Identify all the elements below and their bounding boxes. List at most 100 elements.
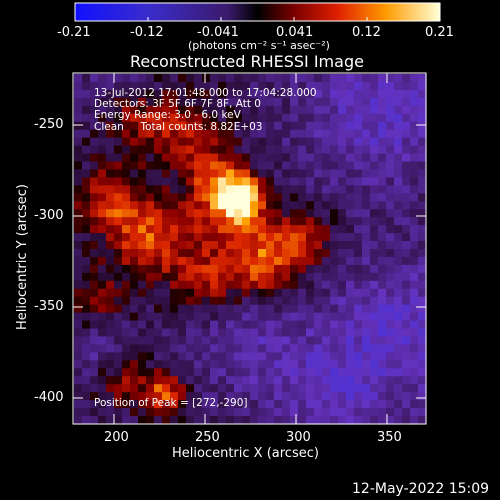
map-pixel xyxy=(418,280,427,290)
map-pixel xyxy=(234,249,243,258)
map-pixel xyxy=(210,105,219,115)
map-pixel xyxy=(90,249,99,258)
map-pixel xyxy=(258,392,267,401)
map-pixel xyxy=(218,89,227,99)
map-pixel xyxy=(282,400,291,409)
map-pixel xyxy=(338,272,347,282)
map-pixel xyxy=(170,256,179,266)
map-pixel xyxy=(258,137,267,147)
map-pixel xyxy=(298,392,307,401)
map-pixel xyxy=(122,161,131,171)
map-pixel xyxy=(282,217,291,226)
map-pixel xyxy=(234,81,243,91)
map-pixel xyxy=(378,336,387,346)
map-pixel xyxy=(226,416,235,425)
map-pixel xyxy=(402,233,411,242)
map-pixel xyxy=(354,336,363,346)
map-pixel xyxy=(346,121,355,131)
map-pixel xyxy=(386,201,395,210)
map-pixel xyxy=(394,304,403,314)
map-pixel xyxy=(242,312,251,322)
map-pixel xyxy=(362,145,371,155)
map-pixel xyxy=(138,288,147,298)
map-pixel xyxy=(314,304,323,314)
map-pixel xyxy=(82,193,91,202)
map-pixel xyxy=(418,153,427,163)
map-pixel xyxy=(322,376,331,385)
map-pixel xyxy=(226,209,235,218)
map-pixel xyxy=(234,400,243,409)
map-pixel xyxy=(154,185,163,194)
map-pixel xyxy=(194,256,203,266)
map-pixel xyxy=(338,233,347,242)
map-pixel xyxy=(186,376,195,385)
map-pixel xyxy=(258,89,267,99)
map-pixel xyxy=(394,384,403,393)
map-pixel xyxy=(354,256,363,266)
map-pixel xyxy=(194,264,203,274)
map-pixel xyxy=(170,241,179,250)
map-pixel xyxy=(130,344,139,353)
map-pixel xyxy=(178,320,187,330)
map-pixel xyxy=(234,137,243,147)
map-pixel xyxy=(186,113,195,123)
map-pixel xyxy=(298,97,307,107)
map-pixel xyxy=(154,304,163,314)
map-pixel xyxy=(138,272,147,282)
map-pixel xyxy=(378,280,387,290)
map-pixel xyxy=(250,336,259,346)
map-pixel xyxy=(162,209,171,218)
map-pixel xyxy=(202,113,211,123)
map-pixel xyxy=(378,241,387,250)
map-pixel xyxy=(154,169,163,178)
map-pixel xyxy=(170,272,179,282)
map-pixel xyxy=(170,177,179,186)
map-pixel xyxy=(290,280,299,290)
map-pixel xyxy=(130,304,139,314)
map-pixel xyxy=(74,344,83,353)
map-pixel xyxy=(282,376,291,385)
map-pixel xyxy=(290,241,299,250)
map-pixel xyxy=(130,217,139,226)
map-pixel xyxy=(282,81,291,91)
map-pixel xyxy=(378,233,387,242)
map-pixel xyxy=(114,416,123,425)
map-pixel xyxy=(178,264,187,274)
map-pixel xyxy=(226,256,235,266)
map-pixel xyxy=(290,201,299,210)
map-pixel xyxy=(282,280,291,290)
map-pixel xyxy=(266,225,275,234)
map-pixel xyxy=(74,400,83,409)
map-pixel xyxy=(146,272,155,282)
map-pixel xyxy=(170,376,179,385)
map-pixel xyxy=(250,225,259,234)
map-pixel xyxy=(82,264,91,274)
map-pixel xyxy=(202,129,211,139)
map-pixel xyxy=(218,113,227,123)
map-pixel xyxy=(130,113,139,123)
map-pixel xyxy=(114,288,123,298)
map-pixel xyxy=(186,121,195,131)
map-pixel xyxy=(242,209,251,218)
map-pixel xyxy=(194,225,203,234)
map-pixel xyxy=(258,74,267,83)
map-pixel xyxy=(210,241,219,250)
map-pixel xyxy=(154,81,163,91)
map-pixel xyxy=(162,137,171,147)
map-pixel xyxy=(394,129,403,139)
map-pixel xyxy=(146,169,155,178)
map-pixel xyxy=(266,256,275,266)
map-pixel xyxy=(322,217,331,226)
map-pixel xyxy=(314,416,323,425)
map-pixel xyxy=(218,416,227,425)
map-pixel xyxy=(194,320,203,330)
map-pixel xyxy=(282,89,291,99)
map-pixel xyxy=(226,296,235,306)
map-pixel xyxy=(306,296,315,306)
map-pixel xyxy=(226,328,235,338)
map-pixel xyxy=(306,416,315,425)
map-pixel xyxy=(386,360,395,369)
map-pixel xyxy=(170,217,179,226)
map-pixel xyxy=(330,320,339,330)
map-pixel xyxy=(378,376,387,385)
